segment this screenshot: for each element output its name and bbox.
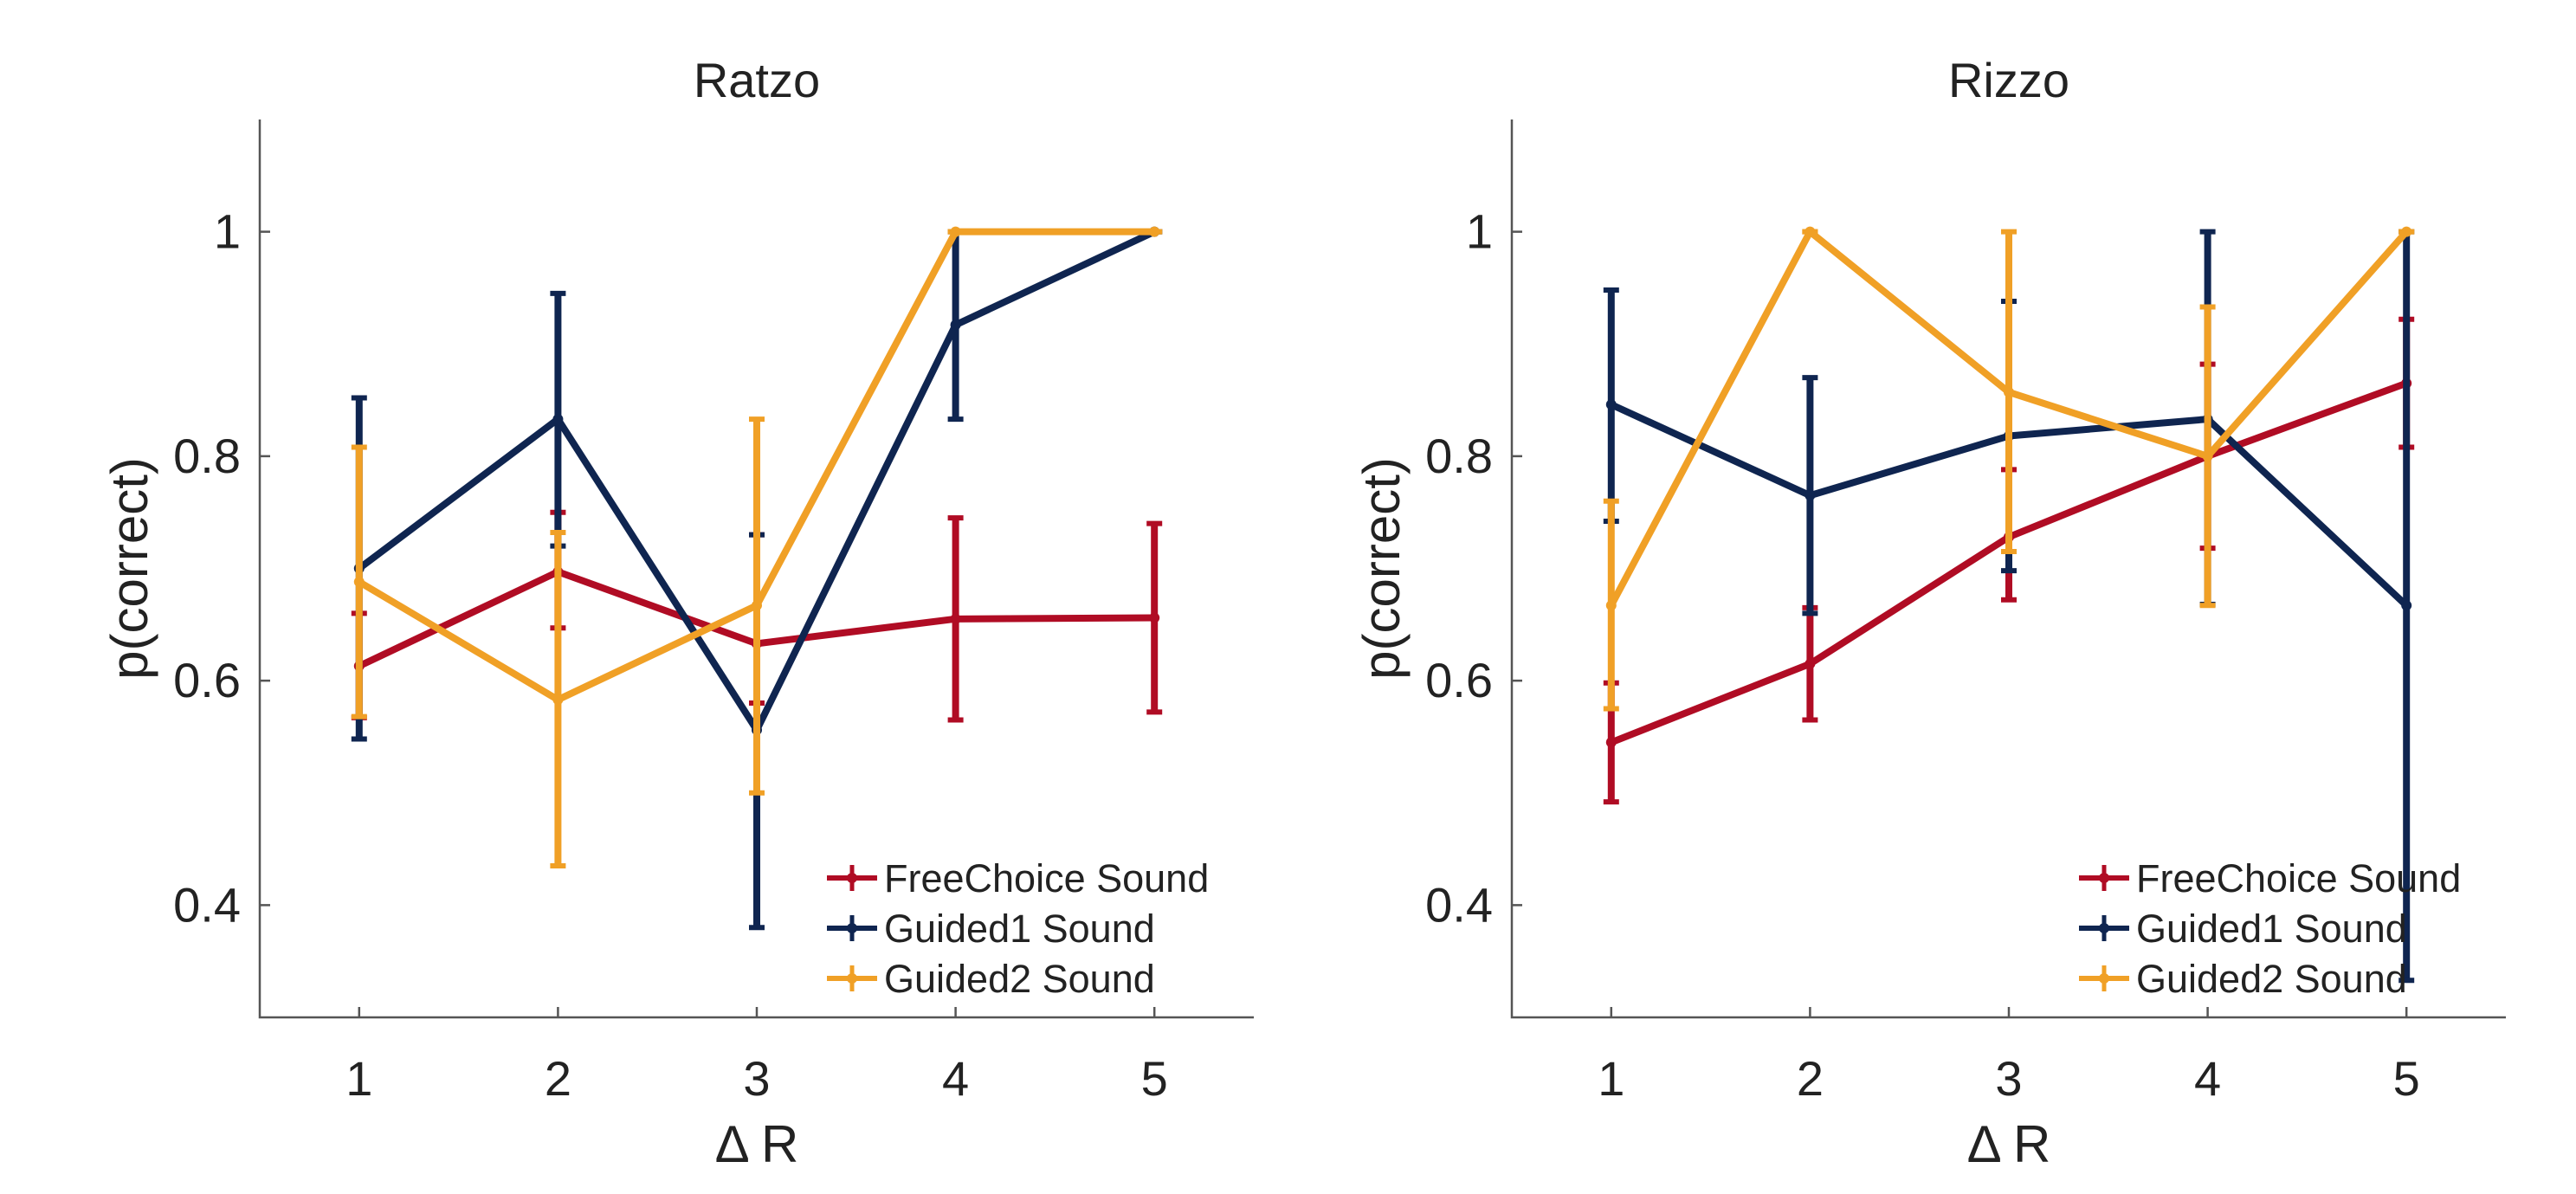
y-tick-label: 0.4 <box>173 877 241 932</box>
legend: FreeChoice Sound Guided1 Sound Guided2 Sou… <box>2079 856 2461 1001</box>
data-point <box>2401 226 2412 237</box>
y-tick-label: 1 <box>1466 204 1493 259</box>
legend-item: Guided2 Sound <box>827 957 1155 1001</box>
y-tick-label: 1 <box>214 204 241 259</box>
legend-marker <box>847 973 857 984</box>
x-tick-label: 3 <box>1995 1051 2022 1106</box>
x-tick-label: 1 <box>1598 1051 1624 1106</box>
legend-label: Guided1 Sound <box>2136 907 2407 951</box>
data-point <box>1804 658 1816 669</box>
legend-label: Guided1 Sound <box>884 907 1155 951</box>
legend-marker <box>847 923 857 933</box>
data-point <box>1605 399 1617 410</box>
data-point <box>950 613 961 624</box>
y-tick-label: 0.8 <box>173 429 241 483</box>
y-tick-label: 0.8 <box>1425 429 1493 483</box>
legend: FreeChoice Sound Guided1 Sound Guided2 Sou… <box>827 856 1209 1001</box>
chart-title: Rizzo <box>1948 53 2069 107</box>
data-point <box>1149 226 1160 237</box>
legend-label: FreeChoice Sound <box>2136 856 2461 900</box>
data-point <box>552 414 564 425</box>
panel-rizzo: Rizzo 1 2 3 4 5 0.4 0.6 0.8 1 Δ R p(correct) FreeCho… <box>1353 53 2506 1173</box>
legend-item: FreeChoice Sound <box>2079 856 2461 900</box>
x-tick-label: 1 <box>345 1051 372 1106</box>
legend-marker <box>2099 873 2109 883</box>
y-tick-label: 0.6 <box>1425 653 1493 707</box>
data-point <box>2401 600 2412 611</box>
x-tick-label: 5 <box>1141 1051 1168 1106</box>
x-tick-label: 3 <box>743 1051 770 1106</box>
x-tick-label: 5 <box>2393 1051 2420 1106</box>
y-tick-label: 0.4 <box>1425 877 1493 932</box>
axes-spines <box>258 119 1254 1019</box>
data-point <box>950 319 961 331</box>
data-point <box>950 226 961 237</box>
y-tick-label: 0.6 <box>173 653 241 707</box>
data-point <box>2004 386 2014 397</box>
chart-title: Ratzo <box>694 53 820 107</box>
axes-spines <box>1510 119 2506 1019</box>
legend-marker <box>2099 923 2109 933</box>
x-tick-label: 4 <box>2194 1051 2221 1106</box>
legend-item: Guided2 Sound <box>2079 957 2407 1001</box>
panel-ratzo: Ratzo 1 2 3 4 5 0.4 0.6 0.8 1 Δ R p(correct) FreeCho… <box>100 53 1254 1173</box>
legend-marker <box>2099 973 2109 984</box>
data-point <box>1149 612 1160 623</box>
legend-label: FreeChoice Sound <box>884 856 1209 900</box>
legend-item: Guided1 Sound <box>2079 907 2407 951</box>
series-guided2-sound <box>1603 226 2415 712</box>
data-point <box>752 600 762 611</box>
data-point <box>1804 226 1816 237</box>
data-point <box>1804 490 1816 501</box>
y-axis-label: p(correct) <box>1353 457 1411 680</box>
legend-label: Guided2 Sound <box>884 957 1155 1001</box>
legend-item: Guided1 Sound <box>827 907 1155 951</box>
data-point <box>1605 600 1617 611</box>
data-point <box>552 694 564 706</box>
x-axis-label: Δ R <box>715 1115 799 1173</box>
x-tick-label: 2 <box>545 1051 571 1106</box>
y-axis-label: p(correct) <box>100 457 158 680</box>
x-tick-label: 2 <box>1797 1051 1824 1106</box>
data-point <box>2202 450 2213 461</box>
legend-marker <box>847 873 857 883</box>
legend-label: Guided2 Sound <box>2136 957 2407 1001</box>
series-guided2-sound <box>351 226 1163 869</box>
legend-item: FreeChoice Sound <box>827 856 1209 900</box>
data-point <box>353 577 365 588</box>
data-point <box>1605 737 1617 748</box>
x-axis-label: Δ R <box>1967 1115 2051 1173</box>
x-tick-label: 4 <box>942 1051 969 1106</box>
